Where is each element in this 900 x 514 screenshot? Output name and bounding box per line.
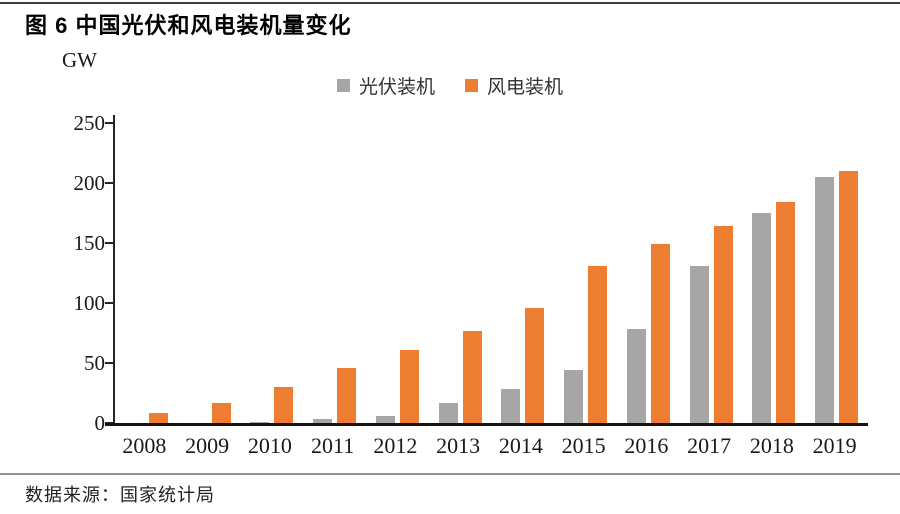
bar-group-2013 — [438, 115, 482, 423]
x-axis-line — [105, 423, 868, 426]
y-tick-mark — [105, 302, 113, 304]
legend-item-pv: 光伏装机 — [336, 72, 435, 99]
bar-group-2019 — [815, 115, 859, 423]
pv-bar — [438, 402, 458, 423]
legend-label: 风电装机 — [487, 77, 564, 98]
wind-bar — [588, 265, 608, 423]
pv-bar — [375, 415, 395, 423]
legend-label: 光伏装机 — [358, 77, 435, 98]
figure-title: 图 6 中国光伏和风电装机量变化 — [25, 13, 352, 38]
pv-bar — [564, 370, 584, 423]
bar-group-2016 — [626, 115, 670, 423]
y-tick-mark — [105, 242, 113, 244]
y-tick-label: 150 — [73, 231, 106, 255]
x-axis-label: 2015 — [561, 433, 606, 458]
x-axis-labels: 2008 2009 2010 2011 2012 2013 2014 2015 2016 2017… — [113, 433, 866, 459]
x-axis-label: 2014 — [498, 433, 543, 458]
y-tick-label: 200 — [73, 171, 106, 195]
x-axis-label: 2011 — [311, 433, 355, 458]
x-axis-label: 2008 — [122, 433, 167, 458]
wind-bar — [650, 244, 670, 423]
pv-bar — [815, 177, 835, 423]
y-tick-label: 0 — [94, 411, 106, 435]
wind-bar — [839, 171, 859, 423]
bar-group-2018 — [752, 115, 796, 423]
pv-bar — [501, 389, 521, 423]
x-axis-label: 2019 — [812, 433, 857, 458]
wind-bar — [399, 349, 419, 423]
x-axis-label: 2017 — [687, 433, 732, 458]
pv-bar — [250, 421, 270, 423]
x-axis-label: 2010 — [247, 433, 292, 458]
wind-bar — [274, 387, 294, 423]
y-axis-unit-label: GW — [62, 48, 97, 72]
pv-bar — [689, 265, 709, 423]
plot-area — [105, 115, 868, 426]
wind-bar — [211, 402, 231, 423]
wind-bar — [713, 226, 733, 423]
bar-group-2012 — [375, 115, 419, 423]
x-axis-label: 2016 — [624, 433, 669, 458]
bar-group-2011 — [313, 115, 357, 423]
pv-bar — [626, 329, 646, 423]
pv-bar — [752, 213, 772, 423]
x-axis-label: 2013 — [436, 433, 481, 458]
bars-row — [115, 115, 868, 423]
y-tick-label: 250 — [73, 111, 106, 135]
bar-group-2015 — [564, 115, 608, 423]
y-tick-label: 50 — [84, 351, 105, 375]
y-tick-mark — [105, 182, 113, 184]
wind-bar — [525, 307, 545, 423]
bar-group-2010 — [250, 115, 294, 423]
data-source-note: 数据来源：国家统计局 — [25, 485, 215, 505]
wind-bar — [337, 367, 357, 423]
x-axis-label: 2009 — [185, 433, 230, 458]
y-tick-label: 100 — [73, 291, 106, 315]
x-axis-label: 2012 — [373, 433, 418, 458]
pv-bar — [313, 419, 333, 423]
pv-legend-swatch — [336, 79, 350, 92]
x-axis-label: 2018 — [749, 433, 794, 458]
bar-group-2017 — [689, 115, 733, 423]
top-divider — [0, 2, 900, 4]
y-tick-mark — [105, 362, 113, 364]
bar-group-2014 — [501, 115, 545, 423]
bottom-divider — [0, 473, 900, 475]
y-tick-mark — [105, 122, 113, 124]
bar-group-2009 — [188, 115, 231, 423]
legend-item-wind: 风电装机 — [465, 72, 563, 99]
wind-bar — [776, 202, 796, 423]
wind-legend-swatch — [465, 79, 478, 92]
bar-group-2008 — [125, 115, 168, 423]
chart-legend: 光伏装机 风电装机 — [0, 72, 900, 99]
wind-bar — [148, 413, 168, 423]
wind-bar — [462, 330, 482, 423]
